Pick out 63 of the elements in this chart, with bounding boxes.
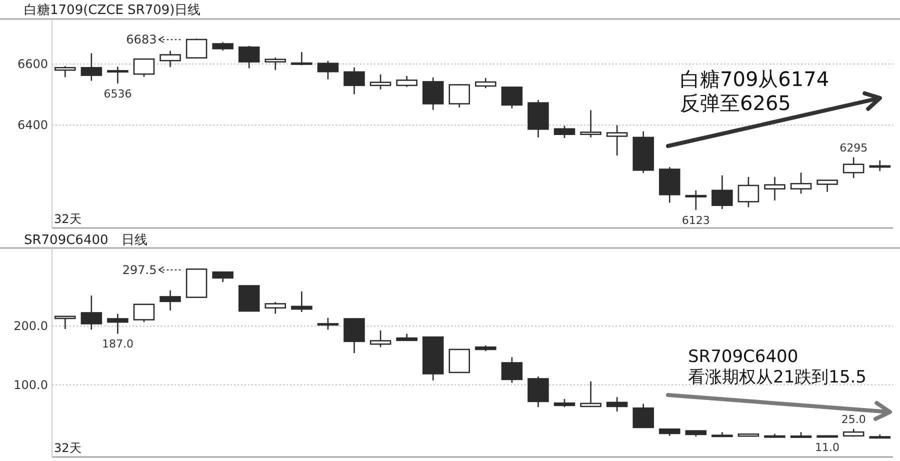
chart-title: 白糖1709(CZCE SR709)日线 (24, 3, 201, 18)
annotation: 6123 (682, 214, 710, 227)
candlestick (501, 86, 523, 110)
y-tick-label: 100.0 (14, 378, 48, 392)
candlestick (632, 403, 654, 428)
candlestick (396, 75, 418, 88)
candlestick (554, 125, 576, 139)
annotation: 187.0 (102, 338, 134, 351)
candlestick (580, 380, 602, 408)
candlestick (764, 176, 786, 202)
annotation: 11.0 (815, 441, 840, 454)
annotation: 32天 (54, 212, 82, 226)
candlestick (606, 396, 628, 412)
candlestick (606, 124, 628, 156)
candlestick (80, 52, 102, 82)
candlestick (422, 76, 444, 111)
candlestick (107, 66, 128, 84)
candlestick (317, 60, 339, 80)
candlestick (370, 330, 392, 348)
candlestick (264, 301, 286, 314)
candlestick (685, 190, 707, 211)
candlestick (160, 290, 181, 312)
candlestick (738, 176, 760, 208)
candlestick (212, 271, 234, 283)
candlestick (238, 45, 260, 69)
annotation: 32天 (54, 441, 82, 455)
candlestick (186, 38, 208, 59)
candlestick (344, 66, 365, 95)
annotation: 297.5 (122, 262, 157, 277)
candlestick (842, 156, 864, 179)
candlestick (790, 172, 812, 194)
candlestick (869, 160, 890, 172)
candlestick (291, 51, 312, 66)
annotation: 6536 (104, 88, 132, 101)
candlestick (291, 290, 312, 313)
candlestick (160, 50, 181, 68)
candlestick (54, 65, 76, 78)
y-tick-label: 6400 (17, 118, 48, 132)
annotation: 6295 (840, 141, 868, 154)
candlestick (107, 313, 128, 334)
chart-title: SR709C6400 日线 (24, 233, 148, 248)
candlestick (816, 179, 838, 193)
y-tick-label: 200.0 (14, 319, 48, 334)
candlestick (344, 318, 365, 354)
candlestick (370, 74, 392, 90)
candlestick (475, 77, 496, 89)
annotation: 6683 (126, 32, 157, 47)
annotation: 25.0 (841, 412, 866, 426)
candlestick (133, 58, 155, 78)
candlestick (80, 294, 102, 330)
candlestick (264, 56, 286, 71)
candlestick (501, 356, 523, 384)
annotation: SR709C6400 看涨期权从21跌到15.5 (688, 347, 866, 388)
candlestick (133, 303, 155, 323)
candlestick (54, 316, 76, 330)
candlestick (317, 317, 339, 330)
candlestick (448, 84, 470, 108)
y-tick-label: 6600 (17, 56, 48, 71)
candlestick (712, 174, 733, 210)
candlestick (528, 376, 549, 408)
candlestick (580, 110, 602, 138)
annotation: 白糖709从6174 反弹至6265 (680, 67, 830, 115)
candlestick (448, 348, 470, 374)
